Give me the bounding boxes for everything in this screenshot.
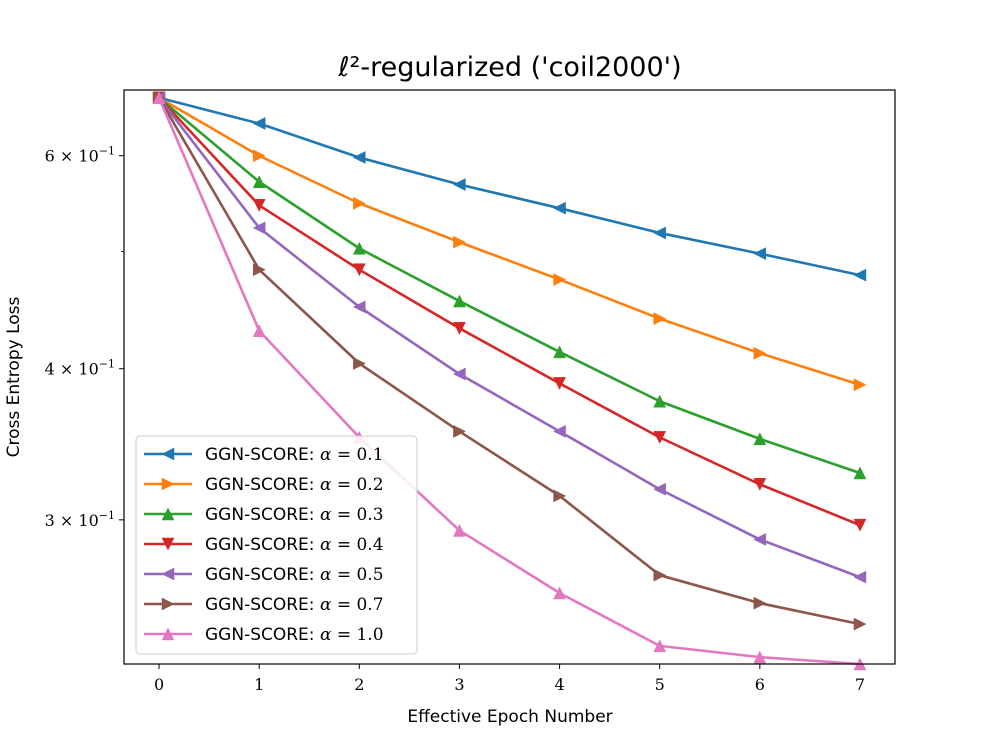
data-point [853, 617, 867, 631]
data-point [252, 263, 266, 277]
legend-marker [161, 477, 175, 491]
series-line [157, 96, 862, 579]
legend-marker [161, 597, 175, 611]
data-point [252, 149, 266, 163]
data-point [653, 482, 666, 496]
data-point [653, 568, 667, 582]
data-point [553, 586, 566, 600]
data-point [853, 378, 867, 392]
chart-title: ℓ²-regularized ('coil2000') [337, 52, 681, 83]
legend-label: GGN-SCORE: α = 0.1 [205, 445, 384, 465]
x-tick-label: 5 [655, 675, 665, 694]
data-point [753, 596, 767, 610]
data-point [753, 346, 767, 360]
x-axis: 0 1 2 3 4 5 6 7 [154, 664, 865, 694]
series-layer [152, 91, 867, 671]
series-line [157, 96, 862, 277]
legend: GGN-SCORE: α = 0.1 GGN-SCORE: α = 0.2 GGN-… [135, 435, 418, 655]
data-point [753, 533, 767, 546]
legend-marker [161, 507, 175, 521]
legend-label: GGN-SCORE: α = 0.4 [205, 535, 384, 555]
data-point [553, 345, 566, 359]
data-point [753, 432, 767, 446]
legend-label: GGN-SCORE: α = 0.5 [205, 565, 384, 585]
x-tick-label: 0 [154, 675, 164, 694]
data-point [753, 650, 767, 664]
data-point [753, 247, 767, 261]
data-point [252, 221, 266, 235]
legend-marker [161, 627, 175, 641]
y-axis-title: Cross Entropy Loss [4, 296, 24, 457]
x-tick-label: 2 [354, 675, 364, 694]
data-point [453, 523, 466, 537]
data-point [252, 199, 266, 212]
legend-marker [161, 537, 175, 551]
data-point [553, 273, 567, 286]
data-point [553, 377, 566, 390]
series-line [157, 96, 862, 527]
data-point [853, 466, 867, 480]
series-line [157, 96, 862, 626]
legend-box [135, 435, 418, 655]
x-axis-title: Effective Epoch Number [407, 707, 612, 727]
data-point [653, 312, 667, 326]
x-tick-label: 6 [755, 675, 765, 694]
data-point [753, 478, 767, 491]
x-tick-label: 1 [254, 675, 264, 694]
legend-label: GGN-SCORE: α = 0.3 [205, 505, 384, 525]
data-point [653, 639, 667, 653]
data-point [152, 91, 166, 105]
plot-frame [123, 89, 896, 665]
data-point [653, 226, 666, 240]
data-point [653, 394, 667, 408]
x-tick-label: 3 [454, 675, 464, 694]
data-point [252, 117, 266, 130]
legend-items: GGN-SCORE: α = 0.1 GGN-SCORE: α = 0.2 GGN-… [144, 445, 384, 645]
y-axis: 6 × 10−1 4 × 10−1 3 × 10−1 [45, 145, 124, 530]
data-point [352, 300, 366, 314]
y-tick-label: 3 × 10−1 [45, 509, 115, 530]
data-point [653, 431, 667, 444]
data-point [353, 196, 366, 210]
data-point [353, 357, 366, 370]
y-tick-label: 6 × 10−1 [45, 145, 115, 166]
y-tick-label: 4 × 10−1 [45, 358, 115, 379]
series-line [157, 96, 862, 387]
legend-marker [161, 447, 175, 461]
data-point [453, 322, 466, 335]
data-point [853, 518, 867, 532]
x-tick-label: 4 [554, 675, 564, 694]
data-point [452, 367, 466, 381]
legend-marker [161, 567, 175, 581]
data-point [853, 268, 867, 282]
data-point [553, 425, 566, 438]
data-point [252, 175, 266, 189]
data-point [252, 324, 266, 337]
data-point [352, 263, 366, 277]
legend-label: GGN-SCORE: α = 0.7 [205, 595, 384, 615]
data-point [453, 425, 466, 438]
data-point [853, 570, 867, 584]
legend-label: GGN-SCORE: α = 1.0 [205, 625, 384, 645]
data-point [453, 235, 466, 249]
series-line [157, 96, 862, 475]
data-point [553, 201, 566, 215]
series-line [157, 96, 862, 666]
data-point [452, 178, 466, 191]
data-point [352, 241, 366, 255]
data-point [352, 151, 366, 164]
data-point [553, 489, 567, 503]
legend-label: GGN-SCORE: α = 0.2 [205, 475, 384, 495]
x-tick-label: 7 [855, 675, 865, 694]
data-point [453, 294, 466, 308]
